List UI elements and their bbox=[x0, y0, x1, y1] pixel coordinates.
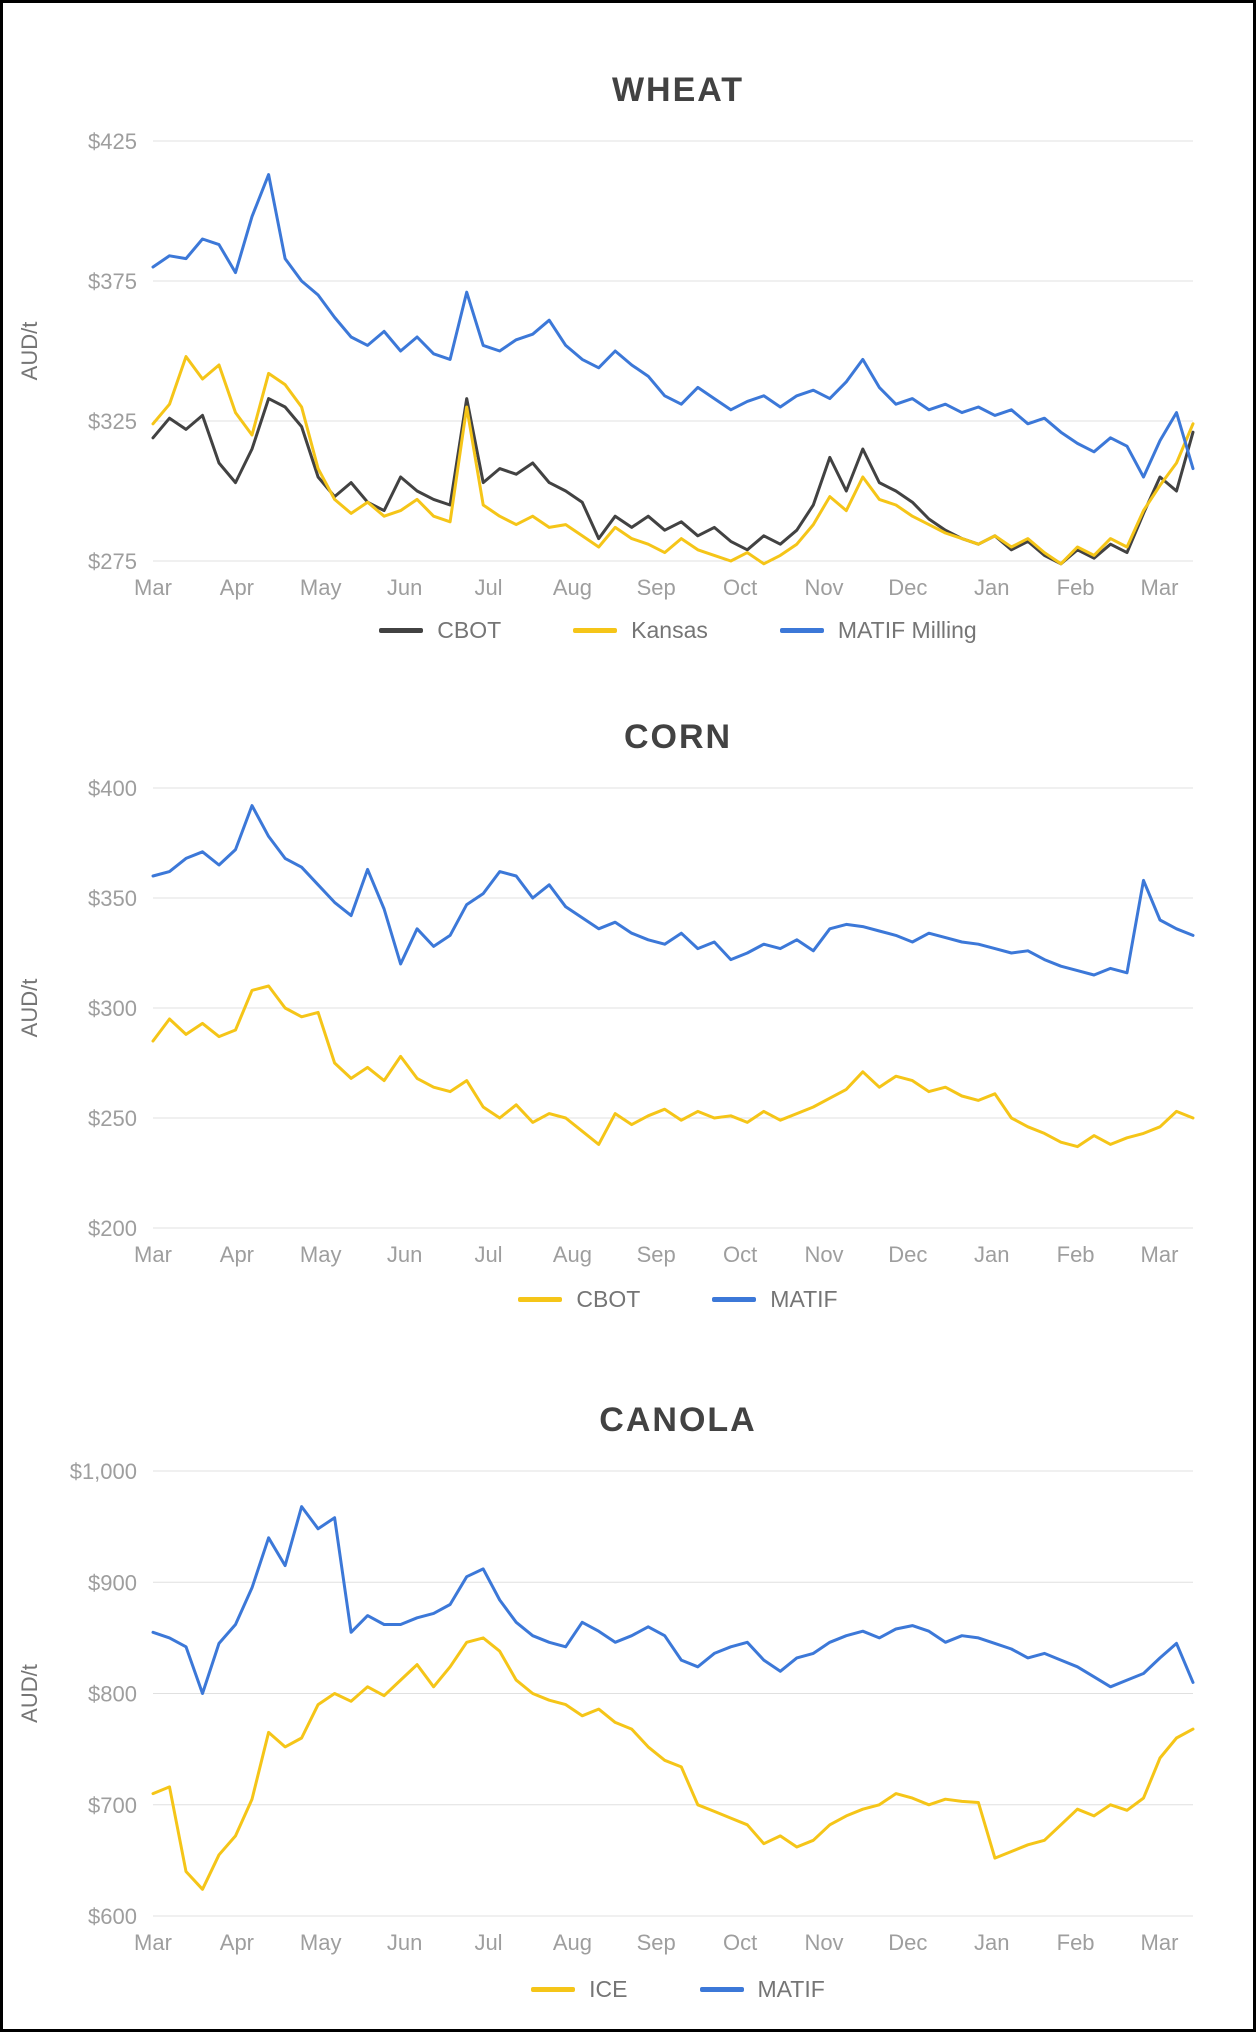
x-tick-label: Mar bbox=[134, 1930, 172, 1955]
corn-section: CORN $400 $350 $300 $250 $200 Mar Apr May Jun Jul… bbox=[3, 716, 1253, 1313]
y-tick-label: $200 bbox=[88, 1216, 137, 1241]
series-line-cbot bbox=[151, 984, 1195, 1149]
series-line-matif bbox=[151, 804, 1195, 977]
x-tick-label: Sep bbox=[637, 1242, 676, 1267]
x-tick-label: Nov bbox=[804, 575, 843, 600]
legend-label: MATIF bbox=[770, 1286, 838, 1312]
wheat-legend: CBOT Kansas MATIF Milling bbox=[158, 617, 1198, 644]
legend-item-matif-milling: MATIF Milling bbox=[779, 617, 977, 644]
x-tick-label: Nov bbox=[804, 1242, 843, 1267]
y-tick-label: $275 bbox=[88, 549, 137, 574]
x-tick-label: Dec bbox=[888, 1930, 927, 1955]
corn-legend: CBOT MATIF bbox=[158, 1286, 1198, 1313]
y-tick-label: $700 bbox=[88, 1793, 137, 1818]
x-tick-label: Mar bbox=[134, 575, 172, 600]
y-tick-label: $250 bbox=[88, 1106, 137, 1131]
x-tick-label: May bbox=[300, 1242, 342, 1267]
x-tick-label: Mar bbox=[134, 1242, 172, 1267]
x-tick-label: Jan bbox=[974, 1930, 1009, 1955]
canola-section: CANOLA $1,000 $900 $800 $700 $600 Mar Apr May Ju… bbox=[3, 1399, 1253, 2003]
y-axis-title: AUD/t bbox=[17, 979, 42, 1038]
x-tick-label: Dec bbox=[888, 1242, 927, 1267]
wheat-chart-title: WHEAT bbox=[611, 71, 745, 109]
y-axis-title: AUD/t bbox=[17, 322, 42, 381]
y-tick-label: $900 bbox=[88, 1570, 137, 1595]
x-tick-label: Feb bbox=[1057, 575, 1095, 600]
x-tick-label: Jun bbox=[387, 1242, 422, 1267]
legend-swatch bbox=[518, 1297, 563, 1302]
x-tick-label: Apr bbox=[220, 1930, 254, 1955]
legend-item-kansas: Kansas bbox=[573, 617, 708, 644]
x-tick-label: Aug bbox=[553, 575, 592, 600]
legend-label: CBOT bbox=[576, 1286, 641, 1312]
x-tick-label: Dec bbox=[888, 575, 927, 600]
x-tick-label: Jun bbox=[387, 575, 422, 600]
y-tick-label: $400 bbox=[88, 776, 137, 801]
x-tick-label: Mar bbox=[1141, 1930, 1179, 1955]
legend-swatch bbox=[531, 1987, 576, 1992]
x-tick-label: Aug bbox=[553, 1930, 592, 1955]
legend-item-cbot: CBOT bbox=[518, 1286, 640, 1313]
x-tick-label: Jun bbox=[387, 1930, 422, 1955]
legend-swatch bbox=[779, 628, 824, 633]
x-tick-label: Jan bbox=[974, 1242, 1009, 1267]
legend-item-cbot: CBOT bbox=[379, 617, 501, 644]
x-tick-label: Nov bbox=[804, 1930, 843, 1955]
legend-swatch bbox=[699, 1987, 744, 1992]
x-tick-label: May bbox=[300, 575, 342, 600]
canola-legend: ICE MATIF bbox=[158, 1976, 1198, 2003]
x-tick-label: Jul bbox=[474, 1930, 502, 1955]
x-tick-label: Mar bbox=[1141, 1242, 1179, 1267]
x-tick-label: Feb bbox=[1057, 1242, 1095, 1267]
canola-chart-title: CANOLA bbox=[599, 1401, 757, 1439]
y-tick-label: $600 bbox=[88, 1904, 137, 1929]
legend-label: CBOT bbox=[437, 617, 502, 643]
wheat-section: WHEAT $425 $375 $325 $275 Mar Apr May Jun Jul Aug… bbox=[3, 69, 1253, 644]
legend-swatch bbox=[712, 1297, 757, 1302]
y-tick-label: $325 bbox=[88, 409, 137, 434]
legend-label: ICE bbox=[589, 1976, 628, 2002]
x-tick-label: Aug bbox=[553, 1242, 592, 1267]
y-tick-label: $375 bbox=[88, 269, 137, 294]
x-tick-label: Apr bbox=[220, 1242, 254, 1267]
series-line-ice bbox=[151, 1636, 1195, 1891]
x-tick-label: Apr bbox=[220, 575, 254, 600]
x-tick-label: Oct bbox=[723, 1242, 757, 1267]
y-tick-label: $300 bbox=[88, 996, 137, 1021]
legend-label: Kansas bbox=[631, 617, 708, 643]
legend-swatch bbox=[379, 628, 424, 633]
legend-item-matif: MATIF bbox=[699, 1976, 825, 2003]
x-tick-label: Jan bbox=[974, 575, 1009, 600]
legend-label: MATIF Milling bbox=[837, 617, 977, 643]
x-tick-label: Jul bbox=[474, 1242, 502, 1267]
x-tick-label: Oct bbox=[723, 575, 757, 600]
x-tick-label: May bbox=[300, 1930, 342, 1955]
x-tick-label: Oct bbox=[723, 1930, 757, 1955]
x-tick-label: Sep bbox=[637, 1930, 676, 1955]
legend-label: MATIF bbox=[757, 1976, 825, 2002]
legend-swatch bbox=[573, 628, 618, 633]
x-tick-label: Jul bbox=[474, 575, 502, 600]
series-line-cbot bbox=[151, 397, 1195, 566]
series-line-matif bbox=[151, 1505, 1195, 1695]
x-tick-label: Feb bbox=[1057, 1930, 1095, 1955]
legend-item-matif: MATIF bbox=[712, 1286, 838, 1313]
y-tick-label: $350 bbox=[88, 886, 137, 911]
series-line-matif-milling bbox=[151, 173, 1195, 479]
y-axis-title: AUD/t bbox=[17, 1664, 42, 1723]
x-tick-label: Mar bbox=[1141, 575, 1179, 600]
x-tick-label: Sep bbox=[637, 575, 676, 600]
corn-chart-title: CORN bbox=[623, 718, 733, 756]
y-tick-label: $425 bbox=[88, 129, 137, 154]
series-line-kansas bbox=[151, 355, 1195, 566]
y-tick-label: $1,000 bbox=[70, 1459, 137, 1484]
y-tick-label: $800 bbox=[88, 1682, 137, 1707]
legend-item-ice: ICE bbox=[531, 1976, 628, 2003]
